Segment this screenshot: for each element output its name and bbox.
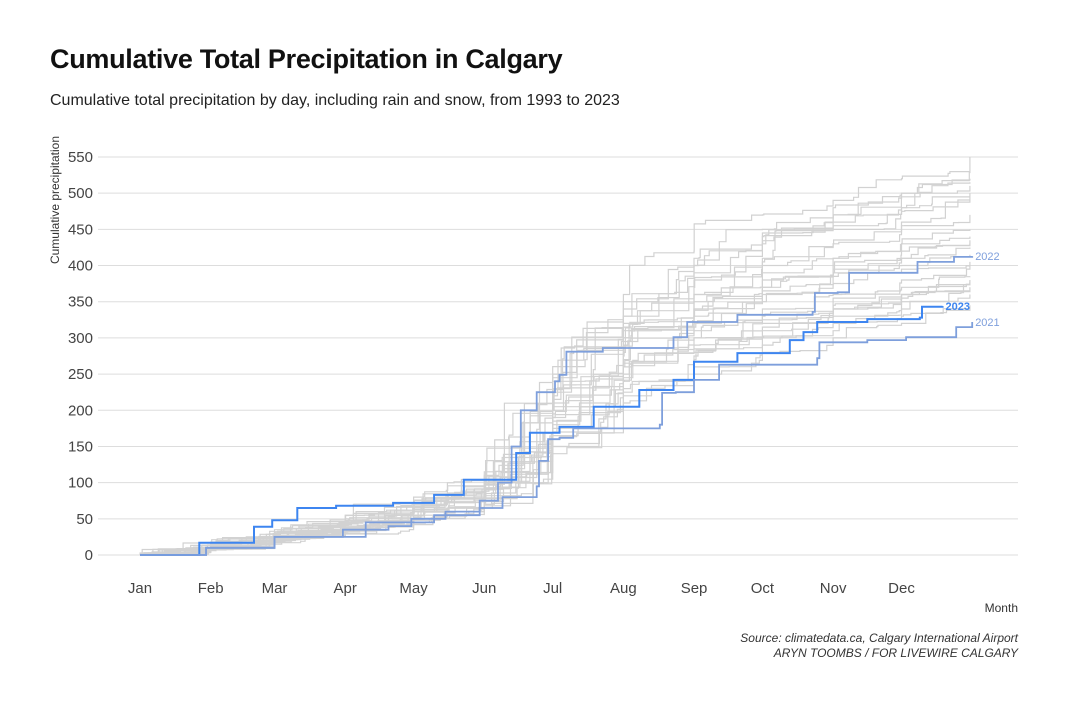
series-label-2023: 2023	[946, 301, 970, 313]
y-tick-label: 150	[68, 438, 93, 455]
y-tick-label: 400	[68, 258, 93, 275]
x-tick-label-may: May	[399, 580, 428, 597]
y-tick-label: 300	[68, 330, 93, 347]
y-tick-label: 0	[85, 547, 93, 564]
y-tick-label: 500	[68, 185, 93, 202]
background-year-line	[140, 182, 971, 556]
x-tick-label-apr: Apr	[334, 580, 357, 597]
background-year-line	[140, 240, 971, 556]
background-year-line	[140, 157, 971, 556]
series-line-2021	[140, 322, 974, 556]
source-note: Source: climatedata.ca, Calgary Internat…	[740, 631, 1018, 661]
x-tick-label-oct: Oct	[751, 580, 775, 597]
y-tick-label: 550	[68, 149, 93, 166]
series-label-2022: 2022	[975, 251, 999, 263]
background-year-line	[140, 305, 971, 556]
background-year-line	[139, 283, 971, 556]
series-line-2022	[140, 255, 974, 556]
background-year-line	[140, 196, 971, 556]
y-tick-label: 200	[68, 402, 93, 419]
x-tick-label-jun: Jun	[472, 580, 496, 597]
y-tick-label: 350	[68, 294, 93, 311]
series-line-2023	[140, 305, 944, 556]
y-tick-label: 250	[68, 366, 93, 383]
x-tick-label-dec: Dec	[888, 580, 915, 597]
background-year-line	[140, 254, 971, 556]
background-year-line	[140, 294, 971, 556]
x-axis-label: Month	[984, 601, 1018, 615]
chart-title: Cumulative Total Precipitation in Calgar…	[50, 44, 563, 74]
background-year-line	[140, 261, 971, 556]
x-tick-label-jan: Jan	[128, 580, 152, 597]
y-tick-label: 50	[76, 511, 93, 528]
x-tick-label-aug: Aug	[610, 580, 637, 597]
credit-line: ARYN TOOMBS / FOR LIVEWIRE CALGARY	[773, 646, 1018, 660]
background-year-line	[140, 290, 971, 556]
x-tick-label-feb: Feb	[198, 580, 224, 597]
x-tick-label-sep: Sep	[681, 580, 708, 597]
source-line: Source: climatedata.ca, Calgary Internat…	[740, 631, 1018, 645]
background-year-line	[140, 214, 971, 556]
x-tick-label-nov: Nov	[820, 580, 847, 597]
x-tick-label-mar: Mar	[262, 580, 288, 597]
background-year-line	[140, 185, 971, 556]
y-tick-label: 100	[68, 475, 93, 492]
y-tick-label: 450	[68, 221, 93, 238]
series-label-2021: 2021	[975, 317, 999, 329]
x-tick-label-jul: Jul	[543, 580, 562, 597]
chart-subtitle: Cumulative total precipitation by day, i…	[50, 92, 620, 109]
